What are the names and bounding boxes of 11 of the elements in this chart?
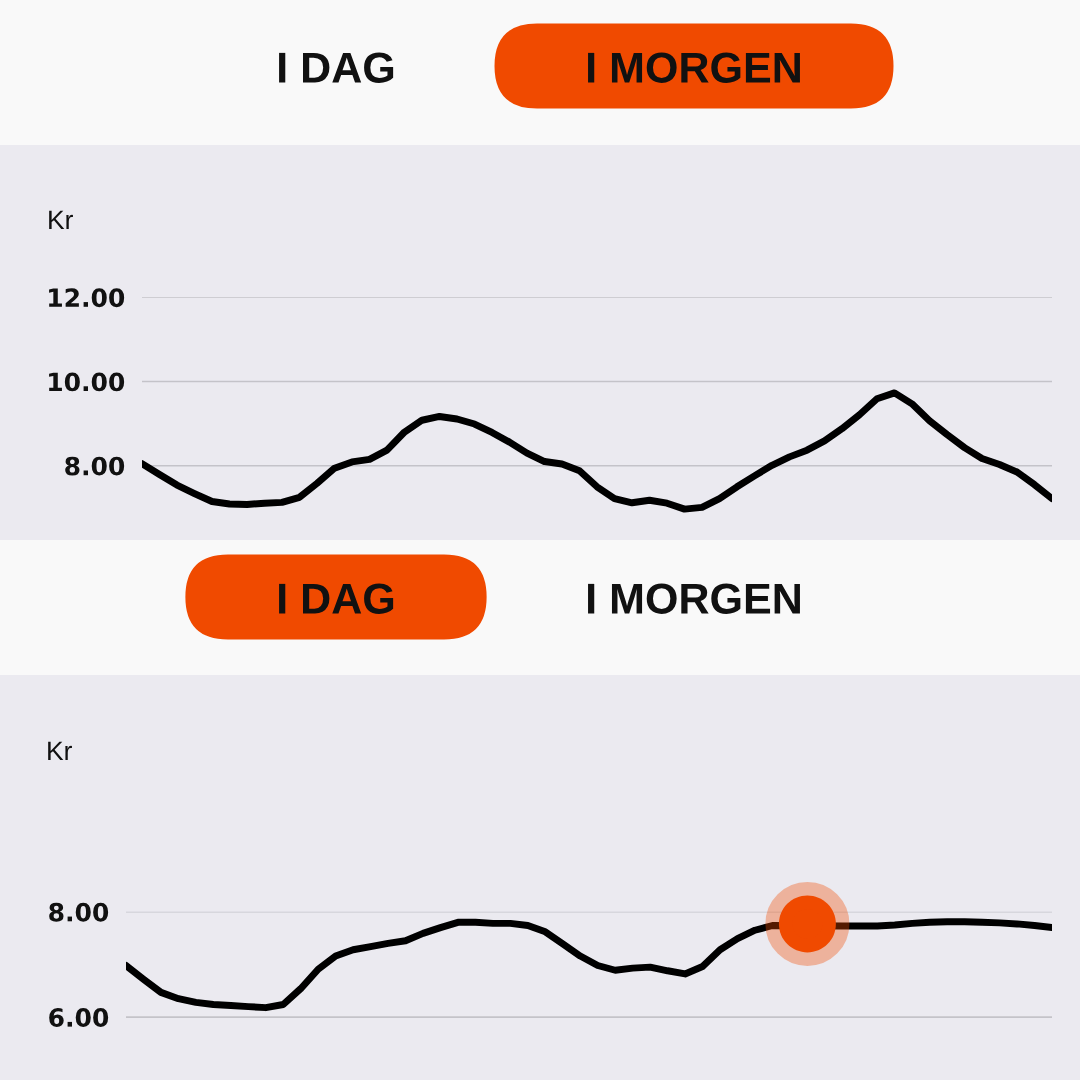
y-tick-label: 10.00 [49, 372, 125, 392]
chart-title: I DAG [279, 583, 394, 614]
text: I DAG [279, 52, 394, 83]
y-tick-label: 8.00 [49, 902, 109, 922]
y-axis-title: Kr [49, 210, 73, 229]
y-tick-label: 12.00 [49, 288, 125, 308]
y-axis-title: Kr [48, 741, 72, 760]
chart-title: I MORGEN [588, 52, 800, 83]
text: I MORGEN [588, 583, 800, 614]
y-tick-label: 6.00 [49, 1008, 109, 1027]
y-tick-label: 8.00 [65, 456, 125, 476]
